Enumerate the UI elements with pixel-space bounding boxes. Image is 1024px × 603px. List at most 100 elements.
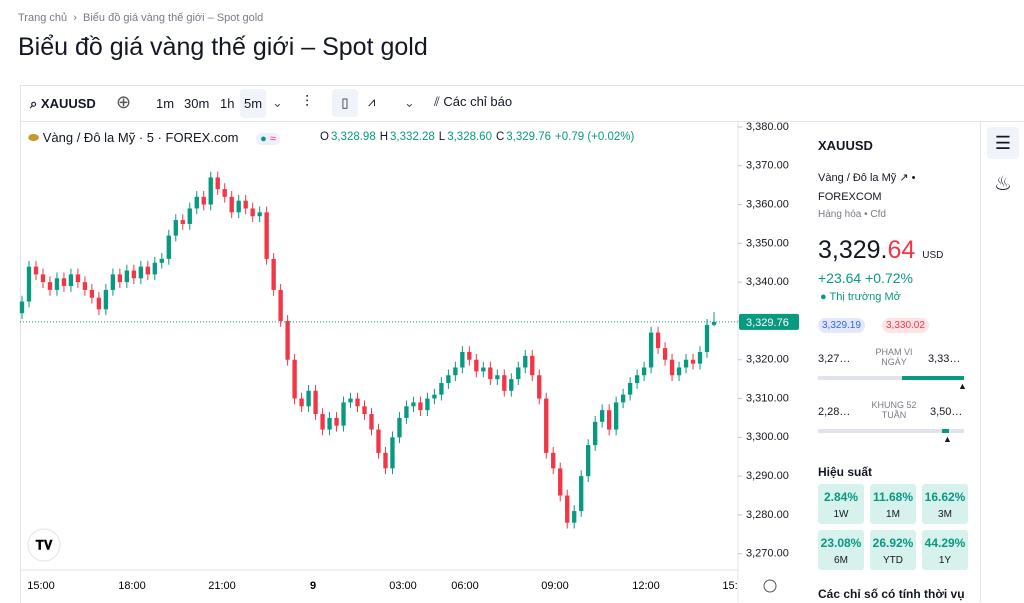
performance-value: 2.84%: [823, 490, 859, 504]
chart-frame: [20, 85, 1024, 603]
x-tick-label: 18:00: [118, 580, 146, 592]
candle-body: [572, 511, 577, 523]
candle-body: [669, 359, 675, 376]
ohlc-key: H: [379, 131, 389, 143]
candle-style[interactable]: ▯: [332, 89, 358, 117]
sidebar-name[interactable]: Vàng / Đô la Mỹ ↗ •: [818, 172, 916, 184]
ohlc-value: 3,332.28: [390, 131, 435, 143]
candle-body: [439, 383, 444, 395]
candle-body: [620, 394, 626, 403]
chart-menu[interactable]: ⌄: [404, 95, 415, 110]
ohlc-legend: O 3,328.98 H 3,332.28 L 3,328.60 C 3,329.76 +0.7…: [320, 131, 634, 143]
candle-body: [236, 200, 241, 213]
ohlc-change: +0.79 (+0.02%): [555, 131, 635, 143]
page-title: Biểu đồ giá vàng thế giới – Spot gold: [18, 33, 428, 61]
candle-body: [138, 266, 143, 279]
hotlist-button[interactable]: ♨: [994, 173, 1012, 195]
candle-body: [327, 417, 332, 430]
candle-body: [495, 375, 500, 380]
candle-body: [537, 375, 542, 399]
candle-body: [662, 348, 668, 360]
candle-body: [75, 274, 81, 283]
candle-body: [47, 282, 53, 290]
indicators[interactable]: ⫽ Các chỉ báo: [434, 94, 513, 109]
candle-body: [180, 220, 185, 224]
performance-cell[interactable]: 23.08% 6M: [818, 530, 864, 570]
breadcrumb-link[interactable]: Trang chủ: [18, 12, 68, 24]
breadcrumb: Trang chủ › Biểu đồ giá vàng thế giới – …: [18, 12, 264, 24]
candle-body: [579, 476, 584, 512]
x-tick-label: 9: [310, 580, 316, 592]
watchlist-button[interactable]: ☰: [987, 127, 1019, 159]
candle-body: [383, 452, 388, 469]
x-tick-label: 21:00: [208, 580, 236, 592]
candle-body: [40, 274, 46, 283]
interval[interactable]: 30m: [184, 96, 210, 111]
legend-name: Vàng / Đô la Mỹ · 5 · FOREX.com: [42, 130, 239, 145]
candle-body: [523, 355, 528, 368]
candle-body: [425, 398, 430, 411]
sidebar-price: 3,329.64 USD: [818, 236, 944, 264]
performance-period: YTD: [883, 555, 903, 566]
candle-body: [418, 402, 423, 411]
candle-body: [690, 359, 696, 364]
chart-legend: ⬬ Vàng / Đô la Mỹ · 5 · FOREX.com ● ≈: [28, 130, 280, 146]
performance-cell[interactable]: 44.29% 1Y: [922, 530, 968, 570]
candle-body: [89, 289, 95, 298]
candle-body: [271, 258, 276, 290]
candle-body: [313, 390, 318, 415]
candle-body: [208, 177, 213, 205]
performance-cell[interactable]: 16.62% 3M: [922, 484, 968, 524]
candle-body: [627, 383, 633, 395]
x-tick-label: 12:00: [632, 580, 660, 592]
candle-body: [606, 410, 612, 430]
interval[interactable]: 1h: [220, 96, 235, 111]
symbol-search[interactable]: ⌕ XAUUSD: [30, 96, 96, 111]
bar-style[interactable]: ⫶: [305, 94, 310, 111]
settings[interactable]: [763, 579, 777, 593]
candle-body: [166, 235, 171, 259]
candle-body: [82, 282, 88, 290]
x-tick-label: 09:00: [541, 580, 569, 592]
candle-body: [348, 398, 353, 403]
candle-body: [655, 332, 661, 349]
ohlc-key: L: [438, 131, 446, 143]
performance-title: Hiệu suất: [818, 465, 873, 479]
candle-body: [187, 208, 192, 224]
candle-body: [599, 410, 605, 422]
candle-body: [397, 417, 402, 438]
candle-body: [634, 375, 640, 384]
candle-body: [243, 200, 248, 209]
ohlc-value: 3,328.98: [330, 131, 376, 143]
candle-body: [257, 212, 262, 217]
y-tick-label: 3,300.00: [746, 431, 789, 443]
compare[interactable]: ⩘: [368, 94, 376, 109]
performance-value: 16.62%: [924, 490, 966, 504]
candle-body: [194, 196, 199, 209]
candle-body: [516, 367, 521, 380]
y-tick-label: 3,350.00: [746, 237, 789, 249]
performance-cell[interactable]: 2.84% 1W: [818, 484, 864, 524]
candle-body: [530, 355, 535, 376]
x-tick-label: 15:: [722, 580, 737, 592]
interval[interactable]: 1m: [156, 96, 175, 111]
range-marker: ▲: [943, 434, 952, 444]
performance-value: 44.29%: [924, 536, 966, 550]
candle-body: [558, 468, 563, 496]
interval-active[interactable]: 5m: [240, 89, 267, 118]
range-low: 2,28…: [818, 406, 851, 418]
add-symbol[interactable]: ⊕: [116, 92, 132, 112]
interval-menu[interactable]: ⌄: [272, 95, 283, 110]
y-tick-label: 3,310.00: [746, 392, 789, 404]
performance-cell[interactable]: 26.92% YTD: [870, 530, 916, 570]
performance-value: 11.68%: [872, 490, 914, 504]
performance-cell[interactable]: 11.68% 1M: [870, 484, 916, 524]
candle-body: [474, 359, 479, 372]
chart: 𝐓𝐕 3,270.00 3,280.00 3,290.00 3,300.00 3,310…: [19, 121, 799, 602]
candle-body: [488, 367, 493, 380]
candle-body: [103, 289, 109, 310]
candle-body: [334, 417, 339, 426]
sidebar-change: +23.64 +0.72%: [818, 270, 913, 286]
candle-body: [131, 270, 137, 279]
